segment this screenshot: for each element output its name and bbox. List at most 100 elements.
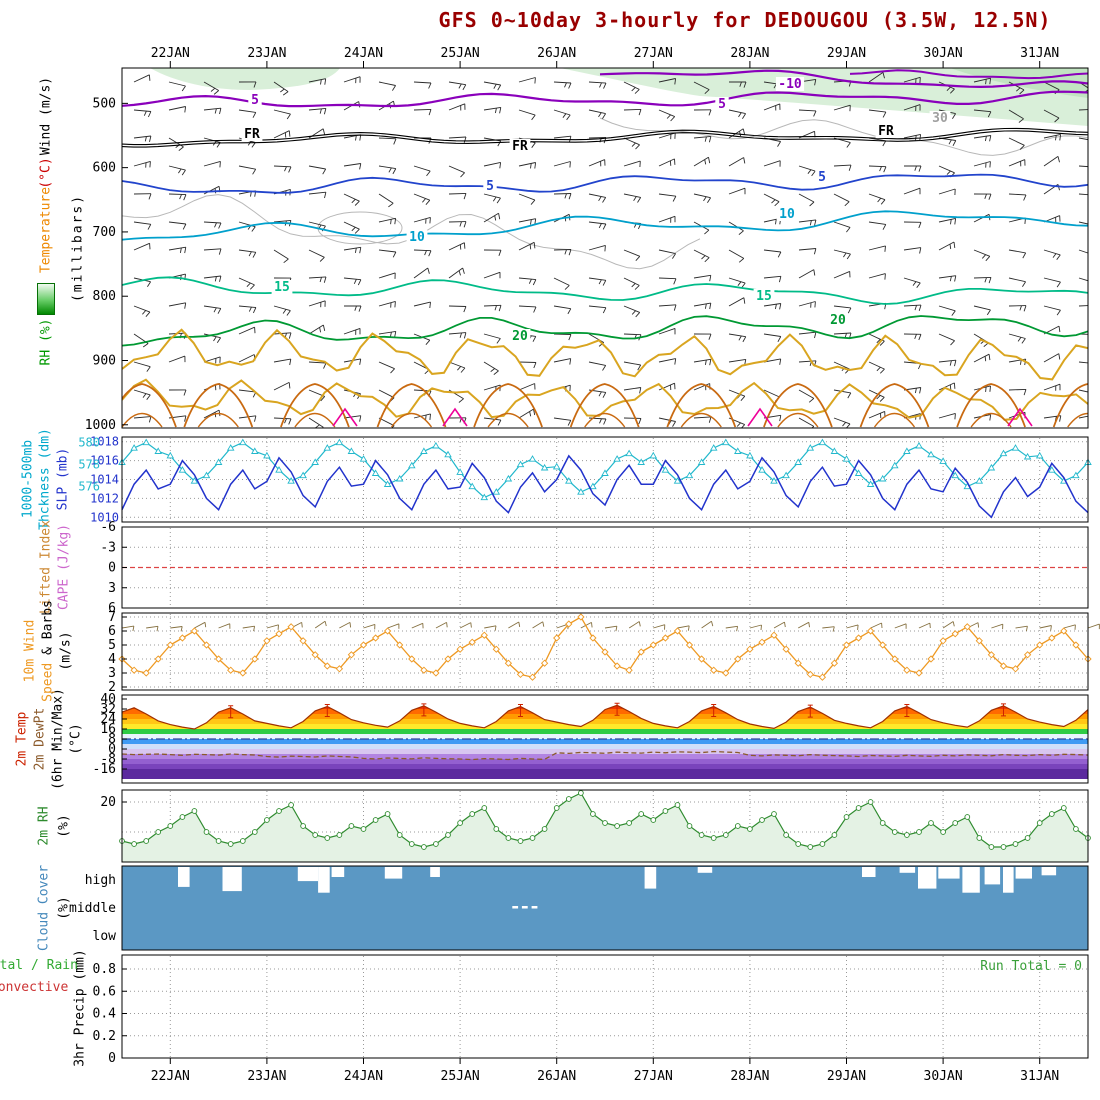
temp-line <box>121 704 1089 730</box>
svg-text:32: 32 <box>100 702 116 717</box>
axis-label-wind-m-s: Wind (m/s) <box>38 76 54 156</box>
bottom-day-label: 30JAN <box>924 1069 963 1084</box>
axis-label-2m-dewpt: 2m DewPt <box>32 707 48 771</box>
wind-speed-marker <box>589 634 597 642</box>
high-cloud-bar <box>938 867 960 879</box>
dewpoint-line <box>121 750 1089 761</box>
slp-line <box>121 454 1089 519</box>
wind-speed-marker <box>613 662 621 670</box>
rh-marker <box>541 826 548 832</box>
rh-marker <box>191 808 198 814</box>
svg-text:31JAN: 31JAN <box>1020 46 1059 61</box>
thickness-marker <box>275 466 283 473</box>
wind-speed-marker <box>710 666 718 674</box>
wind-speed-marker <box>903 666 911 674</box>
wind-speed-marker <box>214 655 223 663</box>
rh-marker <box>1048 811 1055 817</box>
rh-marker <box>819 841 826 847</box>
thickness-marker <box>565 477 573 484</box>
thickness-marker <box>866 480 875 487</box>
svg-text:5: 5 <box>818 170 826 185</box>
top-day-label: 27JAN <box>634 46 673 61</box>
wind-speed-marker <box>697 655 706 663</box>
rh-marker <box>372 817 379 823</box>
rh-marker <box>759 817 765 823</box>
svg-text:-6: -6 <box>100 520 116 535</box>
axis-label-millibars: (millibars) <box>70 193 86 303</box>
wind-speed-marker <box>335 665 344 673</box>
rh-marker <box>988 844 995 850</box>
wind-speed-marker <box>516 670 525 679</box>
svg-text:28JAN: 28JAN <box>730 1069 769 1084</box>
run-total-text: Run Total = 0 <box>980 959 1082 974</box>
rh-marker <box>203 829 210 835</box>
svg-text:22JAN: 22JAN <box>151 1069 190 1084</box>
max-temp-whisker <box>228 705 234 719</box>
svg-text:10: 10 <box>779 207 795 222</box>
rh-marker <box>312 832 319 838</box>
wind-speed-marker <box>866 627 875 635</box>
wind-speed-marker <box>263 637 271 645</box>
thickness-marker <box>625 449 633 457</box>
rh-marker <box>179 814 186 820</box>
svg-text:0: 0 <box>108 561 116 576</box>
rh-marker <box>276 808 282 814</box>
rh-marker <box>831 832 838 838</box>
wind-speed-marker <box>540 659 549 667</box>
svg-text:30: 30 <box>932 111 948 126</box>
svg-text:800: 800 <box>93 289 116 304</box>
thickness-marker <box>806 444 815 451</box>
thickness-marker <box>842 455 851 462</box>
svg-text:7: 7 <box>108 610 116 625</box>
thickness-marker <box>154 447 162 454</box>
chart-title: GFS 0~10day 3-hourly for DEDOUGOU (3.5W,… <box>438 8 1052 32</box>
thickness-marker <box>202 471 211 479</box>
upper-air-border <box>121 67 1089 429</box>
svg-text:Run Total = 0: Run Total = 0 <box>980 959 1082 974</box>
high-cloud-bar <box>178 867 190 887</box>
thickness-marker <box>323 444 332 451</box>
thickness-marker <box>854 469 863 476</box>
thickness-marker <box>480 493 489 501</box>
rh-marker <box>421 844 427 850</box>
svg-text:6: 6 <box>108 601 116 616</box>
svg-text:middle: middle <box>69 901 116 916</box>
wind-speed-marker <box>1072 641 1080 649</box>
thickness-marker <box>782 471 790 479</box>
wind-speed-marker <box>154 655 162 663</box>
wind-speed-marker <box>202 641 211 649</box>
thickness-marker <box>166 451 175 459</box>
rh-marker <box>396 832 403 838</box>
high-cloud-bar <box>984 867 1001 885</box>
wind-speed-marker <box>444 655 452 663</box>
thickness-marker <box>263 451 271 459</box>
bottom-day-label: 31JAN <box>1020 1069 1059 1084</box>
thickness-marker <box>287 477 295 484</box>
rh-marker <box>264 817 270 823</box>
thickness-marker <box>456 468 464 475</box>
rh-marker <box>493 826 500 832</box>
wind-speed-marker <box>408 655 416 663</box>
svg-text:5: 5 <box>108 638 116 653</box>
top-day-label: 24JAN <box>344 46 383 61</box>
svg-text:29JAN: 29JAN <box>827 1069 866 1084</box>
thickness-marker <box>214 458 223 465</box>
rh-marker <box>433 841 439 847</box>
wind-speed-marker <box>854 634 863 642</box>
wind-speed-marker <box>770 631 778 639</box>
max-temp-whisker <box>807 704 813 718</box>
max-temp-whisker <box>421 703 427 717</box>
thickness-marker <box>432 441 440 449</box>
svg-text:6: 6 <box>108 624 116 639</box>
svg-text:0.8: 0.8 <box>93 962 116 977</box>
wind-speed-marker <box>1023 651 1032 659</box>
thickness-marker <box>951 471 959 479</box>
rh-marker <box>324 835 331 841</box>
svg-text:20: 20 <box>100 795 116 810</box>
svg-text:25JAN: 25JAN <box>441 1069 480 1084</box>
axis-label-2m-rh: 2m RH <box>36 806 52 846</box>
axis-label-m-s: (m/s) <box>58 631 74 671</box>
thickness-marker <box>915 441 923 449</box>
axis-label-: (%) <box>56 896 72 920</box>
svg-text:26JAN: 26JAN <box>537 1069 576 1084</box>
